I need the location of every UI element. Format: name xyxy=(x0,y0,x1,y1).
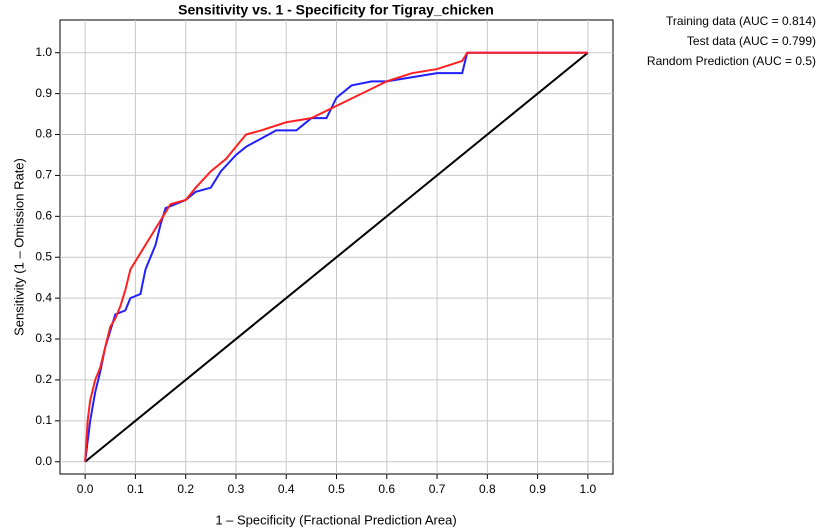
x-tick-label: 0.1 xyxy=(127,482,144,496)
legend-entry: Test data (AUC = 0.799) xyxy=(687,34,816,48)
x-tick-label: 1.0 xyxy=(580,482,597,496)
x-axis-label: 1 – Specificity (Fractional Prediction A… xyxy=(215,512,456,527)
grid xyxy=(60,20,613,474)
chart-title: Sensitivity vs. 1 - Specificity for Tigr… xyxy=(178,2,494,18)
y-axis-label: Sensitivity (1 – Omission Rate) xyxy=(11,158,26,336)
x-tick-label: 0.4 xyxy=(278,482,295,496)
x-tick-label: 0.5 xyxy=(328,482,345,496)
y-tick-label: 0.7 xyxy=(35,168,52,182)
x-tick-label: 0.6 xyxy=(378,482,395,496)
roc-line xyxy=(84,51,588,462)
y-tick-label: 1.0 xyxy=(35,45,52,59)
roc-line xyxy=(84,51,589,463)
y-tick-label: 0.0 xyxy=(35,454,52,468)
x-tick-label: 0.9 xyxy=(529,482,546,496)
y-tick-label: 0.2 xyxy=(35,372,52,386)
x-tick-label: 0.0 xyxy=(77,482,94,496)
lines xyxy=(84,51,589,463)
legend-entry: Training data (AUC = 0.814) xyxy=(666,14,816,28)
y-tick-label: 0.8 xyxy=(35,127,52,141)
x-tick-label: 0.7 xyxy=(429,482,446,496)
y-tick-label: 0.9 xyxy=(35,86,52,100)
x-tick-label: 0.3 xyxy=(228,482,245,496)
y-tick-label: 0.1 xyxy=(35,413,52,427)
x-tick-label: 0.8 xyxy=(479,482,496,496)
y-tick-label: 0.6 xyxy=(35,208,52,222)
roc-line xyxy=(84,51,588,462)
x-tick-label: 0.2 xyxy=(177,482,194,496)
y-tick-label: 0.4 xyxy=(35,290,52,304)
y-tick-label: 0.5 xyxy=(35,249,52,263)
legend-entry: Random Prediction (AUC = 0.5) xyxy=(647,54,816,68)
y-tick-label: 0.3 xyxy=(35,331,52,345)
